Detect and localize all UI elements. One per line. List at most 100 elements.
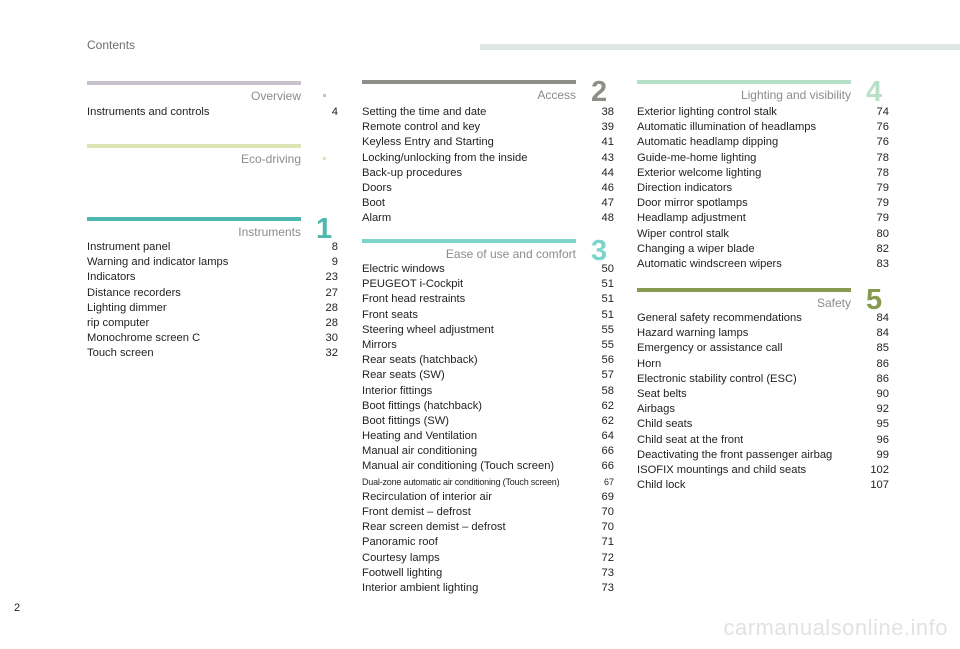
section-number: 1 bbox=[316, 213, 333, 245]
toc-entry[interactable]: Child lock 107 bbox=[637, 478, 889, 493]
toc-entry-page: 70 bbox=[601, 506, 614, 518]
toc-entry[interactable]: Boot fittings (hatchback) 62 bbox=[362, 399, 614, 414]
section-bar bbox=[87, 217, 301, 221]
toc-entry[interactable]: Electric windows 50 bbox=[362, 262, 614, 277]
toc-entry[interactable]: Back-up procedures 44 bbox=[362, 166, 614, 181]
toc-entry[interactable]: Automatic headlamp dipping 76 bbox=[637, 135, 889, 150]
toc-entry[interactable]: Panoramic roof 71 bbox=[362, 535, 614, 550]
toc-entry-label: Manual air conditioning (Touch screen) bbox=[362, 460, 555, 473]
toc-entry[interactable]: Automatic windscreen wipers 83 bbox=[637, 257, 889, 272]
toc-entry-page: 50 bbox=[601, 263, 614, 275]
toc-entry[interactable]: Rear screen demist – defrost 70 bbox=[362, 520, 614, 535]
toc-entry[interactable]: Airbags 92 bbox=[637, 402, 889, 417]
toc-entry-label: Door mirror spotlamps bbox=[637, 197, 748, 210]
toc-entry[interactable]: Footwell lighting 73 bbox=[362, 566, 614, 581]
toc-entry-label: ISOFIX mountings and child seats bbox=[637, 463, 807, 476]
toc-entry[interactable]: Child seats 95 bbox=[637, 417, 889, 432]
toc-entry[interactable]: Courtesy lamps 72 bbox=[362, 551, 614, 566]
toc-entry[interactable]: Interior fittings 58 bbox=[362, 384, 614, 399]
toc-entry[interactable]: Manual air conditioning 66 bbox=[362, 444, 614, 459]
toc-entry[interactable]: Mirrors 55 bbox=[362, 338, 614, 353]
toc-entry-label: Heating and Ventilation bbox=[362, 430, 478, 443]
toc-entry[interactable]: Indicators 23 bbox=[87, 270, 338, 285]
toc-entry[interactable]: Steering wheel adjustment 55 bbox=[362, 323, 614, 338]
toc-entry[interactable]: Manual air conditioning (Touch screen) 66 bbox=[362, 459, 614, 474]
toc-entry-page: 73 bbox=[601, 581, 614, 594]
toc-entry[interactable]: Setting the time and date 38 bbox=[362, 105, 614, 120]
toc-entry[interactable]: Instruments and controls 4 bbox=[87, 105, 338, 120]
toc-entry[interactable]: Distance recorders 27 bbox=[87, 286, 338, 301]
toc-entry-label: Emergency or assistance call bbox=[637, 342, 783, 355]
toc-entry[interactable]: Boot fittings (SW) 62 bbox=[362, 414, 614, 429]
toc-entry[interactable]: Hazard warning lamps 84 bbox=[637, 326, 889, 341]
toc-entry-page: 62 bbox=[601, 399, 614, 412]
section-bar bbox=[637, 80, 851, 84]
toc-entry-label: Rear screen demist – defrost bbox=[362, 521, 506, 534]
toc-entry[interactable]: Instrument panel 8 bbox=[87, 240, 338, 255]
toc-entry[interactable]: Boot 47 bbox=[362, 196, 614, 211]
toc-entry[interactable]: Doors 46 bbox=[362, 181, 614, 196]
toc-entry-page: 44 bbox=[601, 166, 614, 179]
toc-entry[interactable]: Locking/unlocking from the inside 43 bbox=[362, 151, 614, 166]
toc-entry[interactable]: Alarm 48 bbox=[362, 211, 614, 226]
toc-entry-label: Manual air conditioning bbox=[362, 445, 478, 458]
toc-entry[interactable]: rip computer 28 bbox=[87, 316, 338, 331]
toc-entry[interactable]: Front demist – defrost 70 bbox=[362, 505, 614, 520]
toc-entry[interactable]: Headlamp adjustment 79 bbox=[637, 211, 889, 226]
toc-entry[interactable]: Front head restraints 51 bbox=[362, 292, 614, 307]
toc-entry[interactable]: Touch screen 32 bbox=[87, 346, 338, 361]
section-lighting: 4 Lighting and visibility Exterior light… bbox=[637, 78, 889, 280]
toc-entry[interactable]: Emergency or assistance call 85 bbox=[637, 341, 889, 356]
toc-entry[interactable]: Monochrome screen C 30 bbox=[87, 331, 338, 346]
toc-entry[interactable]: Horn 86 bbox=[637, 357, 889, 372]
toc-entry-page: 96 bbox=[876, 433, 889, 446]
toc-entry-page: 72 bbox=[601, 551, 614, 564]
toc-entry[interactable]: Seat belts 90 bbox=[637, 387, 889, 402]
toc-entry-label: Panoramic roof bbox=[362, 536, 438, 549]
toc-entry-page: 82 bbox=[876, 242, 889, 255]
toc-entry[interactable]: Direction indicators 79 bbox=[637, 181, 889, 196]
toc-entry[interactable]: Door mirror spotlamps 79 bbox=[637, 196, 889, 211]
toc-entry[interactable]: Wiper control stalk 80 bbox=[637, 227, 889, 242]
toc-entry-page: 76 bbox=[876, 136, 889, 149]
toc-entry-label: Lighting dimmer bbox=[87, 301, 167, 314]
toc-entry[interactable]: Rear seats (SW) 57 bbox=[362, 368, 614, 383]
toc-entry-label: Front demist – defrost bbox=[362, 506, 471, 518]
toc-entry[interactable]: Electronic stability control (ESC) 86 bbox=[637, 372, 889, 387]
toc-entry[interactable]: Keyless Entry and Starting 41 bbox=[362, 135, 614, 150]
toc-entry[interactable]: Exterior lighting control stalk 74 bbox=[637, 105, 889, 120]
toc-entry[interactable]: Dual-zone automatic air conditioning (To… bbox=[362, 475, 614, 490]
toc-entry-label: PEUGEOT i-Cockpit bbox=[362, 278, 464, 291]
toc-entry[interactable]: Interior ambient lighting 73 bbox=[362, 581, 614, 596]
toc-entry[interactable]: Child seat at the front 96 bbox=[637, 433, 889, 448]
toc-entry-label: Interior fittings bbox=[362, 384, 433, 397]
toc-entry-label: Locking/unlocking from the inside bbox=[362, 151, 528, 164]
toc-entry[interactable]: Rear seats (hatchback) 56 bbox=[362, 353, 614, 368]
toc-entry-page: 86 bbox=[876, 372, 889, 385]
toc-entry[interactable]: PEUGEOT i-Cockpit 51 bbox=[362, 277, 614, 292]
toc-entry-label: Alarm bbox=[362, 212, 392, 225]
toc-entry[interactable]: Changing a wiper blade 82 bbox=[637, 242, 889, 257]
toc-entry[interactable]: Heating and Ventilation 64 bbox=[362, 429, 614, 444]
toc-entry[interactable]: Automatic illumination of headlamps 76 bbox=[637, 120, 889, 135]
toc-entry-label: Child lock bbox=[637, 479, 686, 492]
toc-entry[interactable]: Front seats 51 bbox=[362, 308, 614, 323]
toc-entry[interactable]: Remote control and key 39 bbox=[362, 120, 614, 135]
toc-entry[interactable]: ISOFIX mountings and child seats 102 bbox=[637, 463, 889, 478]
section-ease-of-use: 3 Ease of use and comfort Electric windo… bbox=[362, 237, 614, 599]
toc-entry[interactable]: Recirculation of interior air 69 bbox=[362, 490, 614, 505]
toc-entry-page: 73 bbox=[601, 566, 614, 579]
toc-entry[interactable]: General safety recommendations 84 bbox=[637, 311, 889, 326]
toc-entry[interactable]: Warning and indicator lamps 9 bbox=[87, 255, 338, 270]
toc-entry-page: 67 bbox=[603, 476, 614, 487]
toc-entry-page: 85 bbox=[876, 342, 889, 355]
toc-entry[interactable]: Lighting dimmer 28 bbox=[87, 301, 338, 316]
toc-entry[interactable]: Guide-me-home lighting 78 bbox=[637, 151, 889, 166]
toc-entry[interactable]: Exterior welcome lighting 78 bbox=[637, 166, 889, 181]
toc-entry-page: 32 bbox=[325, 347, 338, 360]
toc-entry[interactable]: Deactivating the front passenger airbag 9… bbox=[637, 448, 889, 463]
section-title: Safety bbox=[816, 296, 851, 310]
toc-entry-label: Horn bbox=[637, 357, 662, 370]
section-title: Instruments bbox=[238, 225, 301, 239]
toc-list: General safety recommendations 84 Hazard w… bbox=[637, 311, 889, 493]
